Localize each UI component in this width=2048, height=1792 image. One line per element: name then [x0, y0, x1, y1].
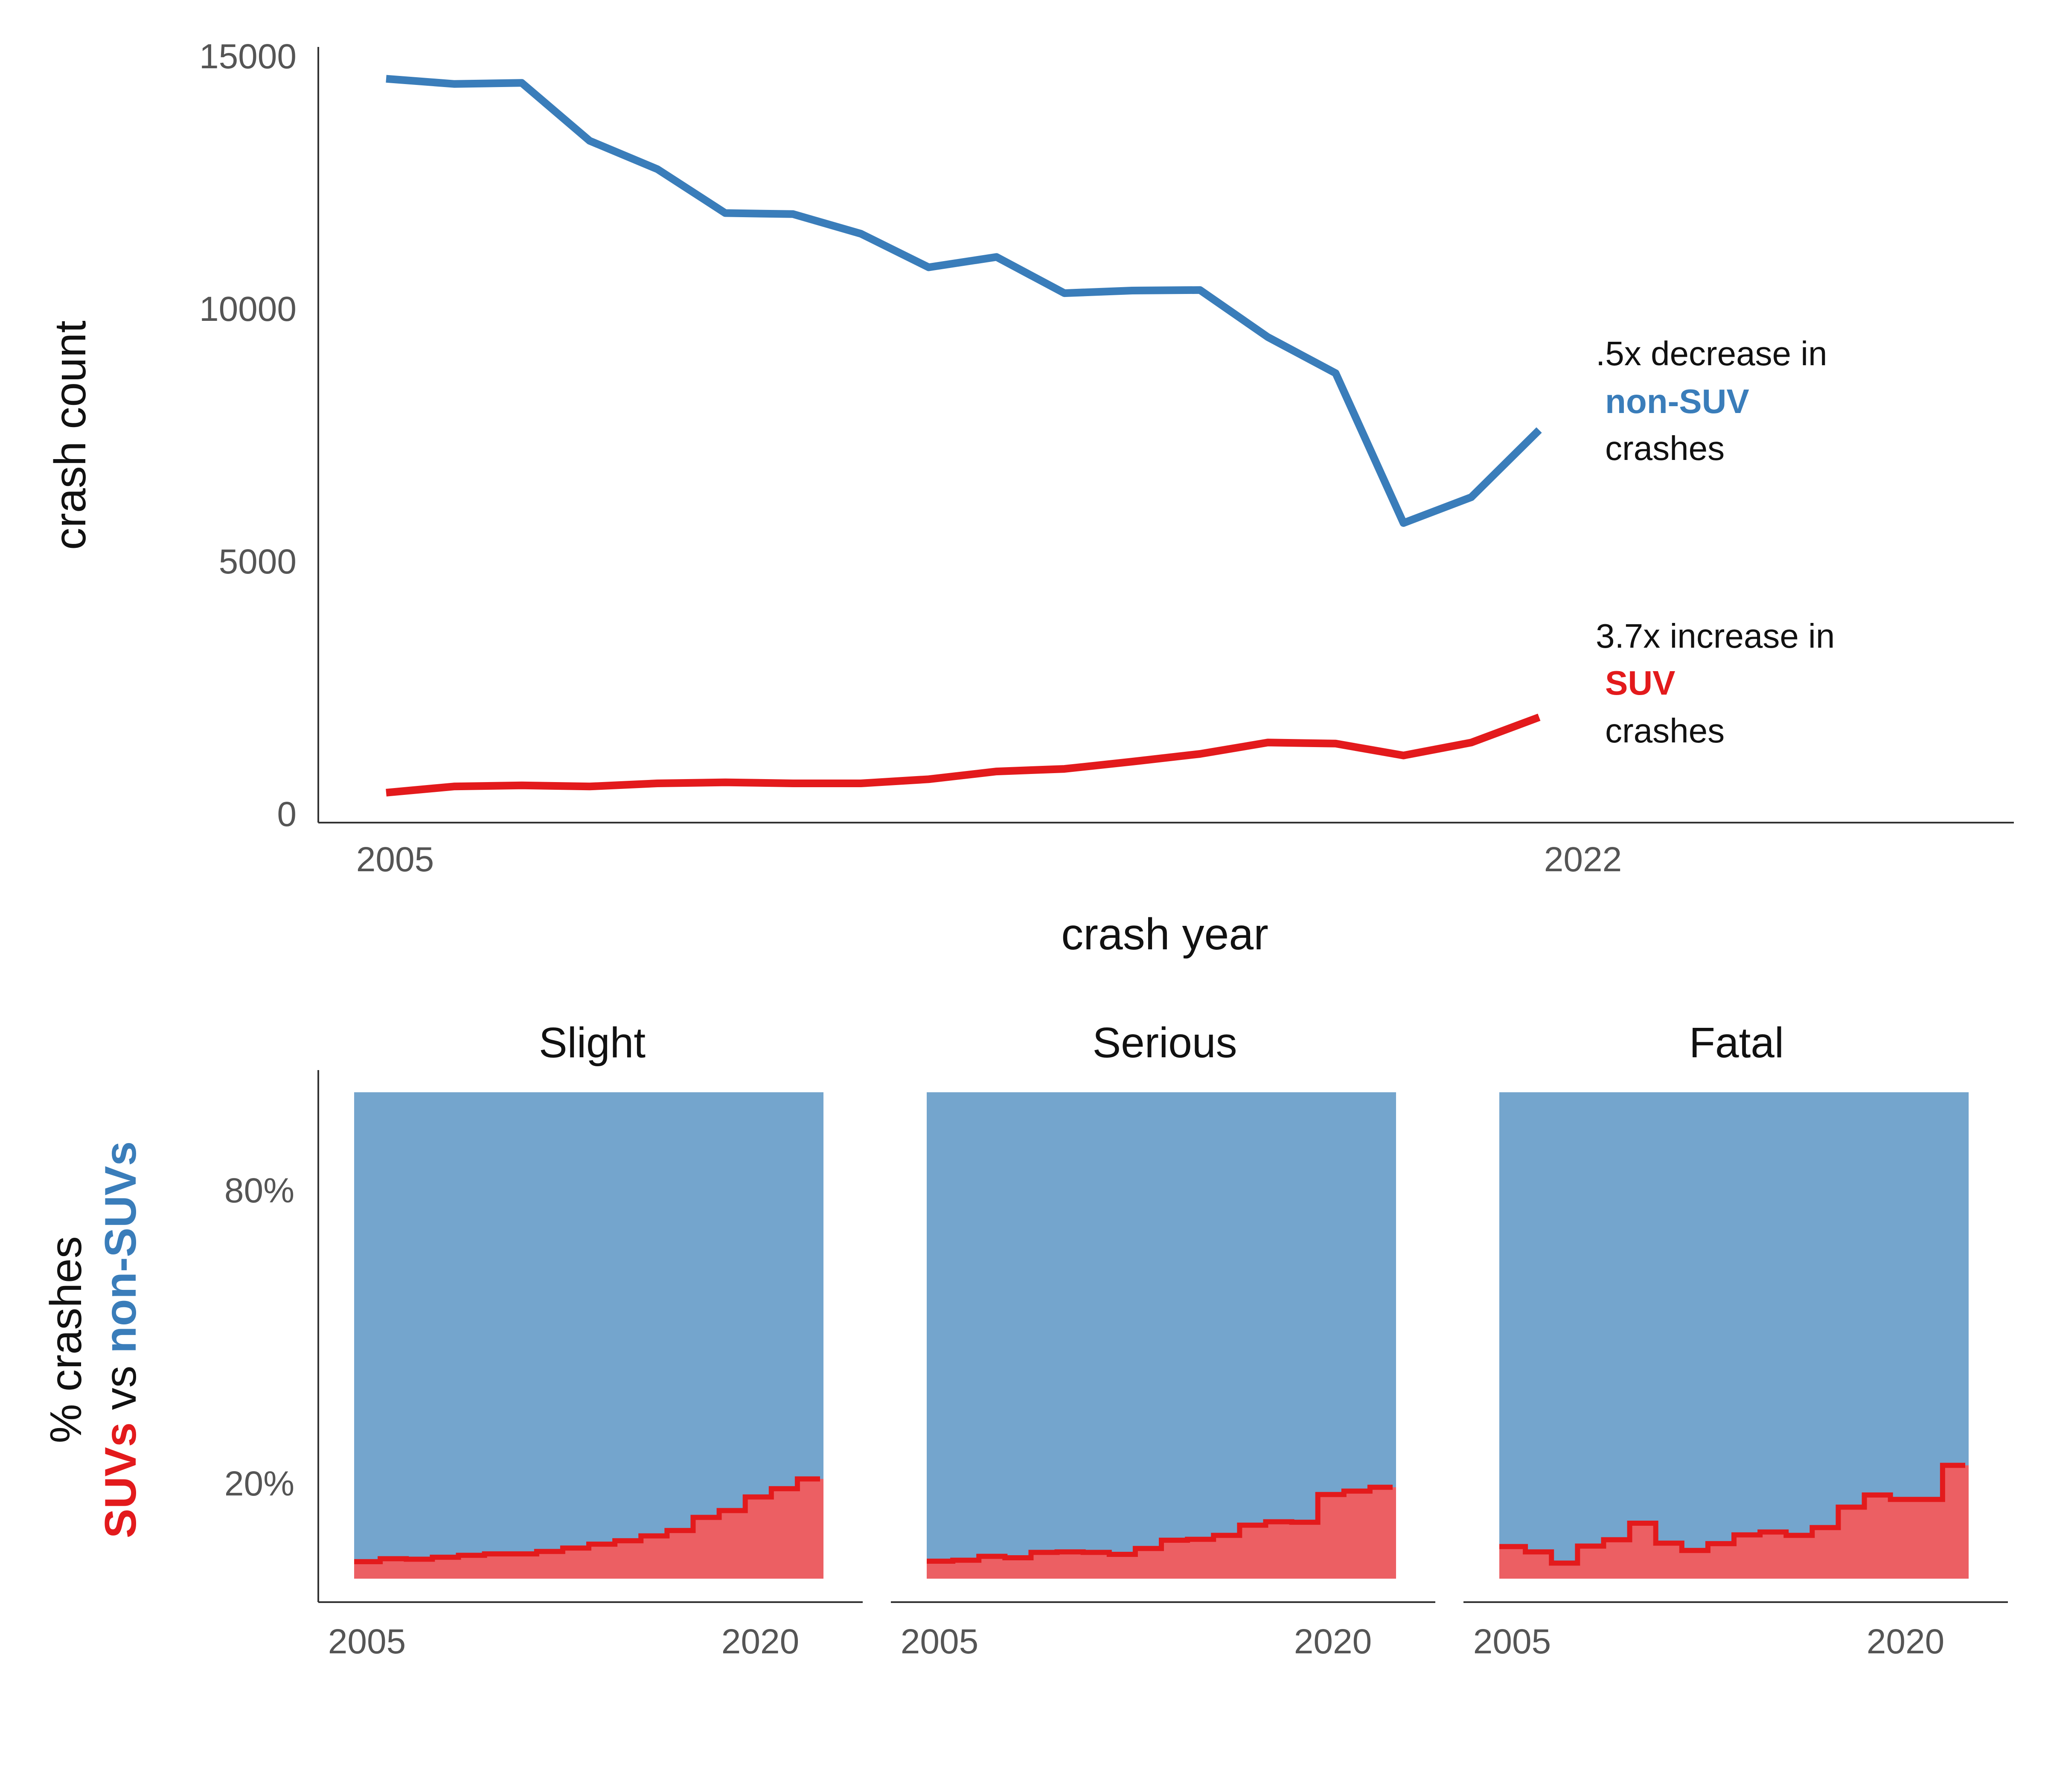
- x-axis-title: crash year: [1061, 910, 1268, 959]
- non-suv-annotation-line3: crashes: [1605, 429, 1725, 467]
- facet-y-axis-title-non-suv: non-SUVs: [96, 1141, 145, 1353]
- suv-share-step-line: [354, 1476, 820, 1565]
- x-tick-label: 2020: [1294, 1622, 1372, 1661]
- x-tick-label: 2005: [1473, 1622, 1551, 1661]
- x-tick-label: 2005: [356, 840, 434, 879]
- faceted-area-chart: 80% 20% Slight Serious Fatal 2005 2020 2…: [41, 1019, 2008, 1661]
- facet-title-fatal: Fatal: [1689, 1019, 1784, 1067]
- facet-title-serious: Serious: [1092, 1019, 1237, 1067]
- non-suv-annotation-line1: .5x decrease in: [1596, 335, 1827, 372]
- facet-y-axis-title-line1: % crashes: [41, 1236, 91, 1443]
- line-chart: 15000 10000 5000 0 2005 2022 crash year …: [46, 37, 2014, 959]
- y-tick-label: 10000: [199, 290, 297, 329]
- y-tick-label: 5000: [219, 542, 297, 581]
- suv-share-area: [1499, 1465, 1969, 1579]
- x-tick-label: 2022: [1544, 840, 1622, 879]
- facet-y-axis-title-line2: SUVs vs non-SUVs: [96, 1141, 145, 1538]
- facet-panels: [318, 1092, 2008, 1603]
- suv-share-area: [354, 1479, 823, 1579]
- suv-share-step-line: [927, 1484, 1393, 1564]
- facet-y-axis-title-suv: SUVs: [96, 1423, 145, 1539]
- facet-y-axis-title-vs: vs: [96, 1353, 145, 1423]
- non-suv-annotation-highlight: non-SUV: [1605, 382, 1749, 420]
- y-tick-label: 80%: [224, 1171, 294, 1210]
- facet-panel-fatal: [1463, 1092, 2008, 1603]
- facet-panel-serious: [891, 1092, 1435, 1603]
- suv-annotation-line3: crashes: [1605, 712, 1725, 750]
- y-axis-title: crash count: [46, 320, 95, 550]
- y-tick-label: 0: [277, 795, 297, 834]
- facet-panel-slight: [318, 1092, 863, 1603]
- x-tick-label: 2020: [721, 1622, 799, 1661]
- x-tick-label: 2005: [328, 1622, 406, 1661]
- suv-annotation-highlight: SUV: [1605, 664, 1676, 702]
- y-tick-label: 20%: [224, 1464, 294, 1503]
- x-tick-label: 2005: [901, 1622, 978, 1661]
- suv-series-line: [386, 713, 1541, 797]
- suv-share-step-line: [1499, 1463, 1965, 1566]
- non-suv-series-line: [386, 75, 1542, 527]
- x-tick-label: 2020: [1867, 1622, 1944, 1661]
- line-chart-plot-area: [386, 75, 1542, 797]
- suv-annotation-line1: 3.7x increase in: [1596, 617, 1835, 655]
- y-tick-label: 15000: [199, 37, 297, 76]
- facet-title-slight: Slight: [539, 1019, 646, 1067]
- suv-share-area: [927, 1487, 1396, 1579]
